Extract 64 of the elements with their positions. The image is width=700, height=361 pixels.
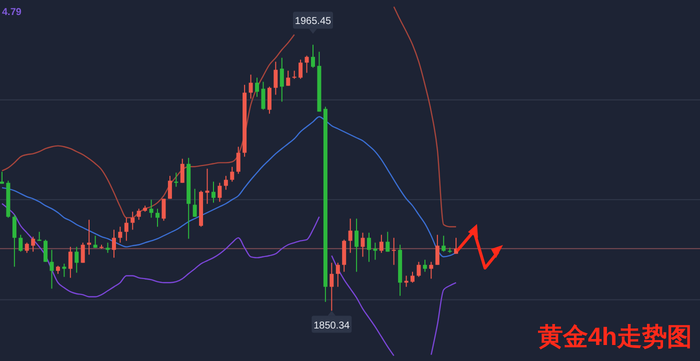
- candlestick: [360, 232, 365, 258]
- candlestick: [224, 175, 228, 190]
- candlestick: [267, 86, 272, 114]
- candlestick: [236, 146, 240, 174]
- candlestick: [12, 214, 16, 268]
- candlestick: [354, 218, 359, 272]
- candlestick: [274, 61, 278, 96]
- candlestick: [435, 234, 440, 266]
- candlestick: [112, 229, 116, 258]
- candlestick: [62, 263, 66, 278]
- candlestick: [429, 261, 434, 280]
- candlestick: [386, 231, 390, 252]
- candlestick: [124, 217, 128, 242]
- candlestick: [93, 235, 98, 248]
- candlestick: [336, 262, 340, 288]
- candlestick: [205, 168, 210, 204]
- candlestick: [130, 211, 135, 230]
- candlestick: [248, 74, 253, 100]
- candlestick: [255, 77, 260, 98]
- candlestick: [87, 219, 92, 256]
- candlestick: [286, 70, 290, 86]
- candlestick: [442, 235, 446, 252]
- candlestick: [106, 242, 110, 254]
- candlestick: [74, 246, 79, 274]
- annotation: 4.79: [2, 7, 22, 18]
- candlestick: [292, 70, 296, 80]
- candlestick: [373, 242, 378, 260]
- candlestick: [118, 226, 122, 244]
- candlestick: [31, 236, 36, 252]
- candlestick: [162, 198, 166, 222]
- candlestick: [379, 234, 384, 254]
- candlestick: [68, 246, 72, 278]
- candlestick: [330, 262, 334, 312]
- candlestick: [180, 158, 184, 184]
- candlestick: [80, 242, 85, 264]
- candlestick: [18, 234, 23, 252]
- candlestick: [37, 231, 42, 242]
- candlestick: [174, 172, 178, 188]
- candlestick: [348, 218, 352, 254]
- candlestick: [366, 232, 371, 262]
- candlestick: [230, 166, 234, 182]
- candlestick: [136, 208, 141, 220]
- candlestick: [24, 242, 29, 254]
- annotation: 1965.45: [294, 16, 332, 28]
- candlestick: [298, 59, 303, 80]
- candlestick: [149, 199, 154, 218]
- candlestick: [392, 237, 396, 266]
- candlestick: [192, 188, 197, 218]
- candlestick: [410, 271, 415, 284]
- candlestick: [168, 175, 172, 200]
- text: 黄金4h走势图: [536, 323, 692, 351]
- candlestick: [156, 208, 160, 228]
- candlestick: [422, 259, 427, 272]
- annotation: 1850.34: [314, 320, 350, 332]
- candlestick: [261, 81, 266, 110]
- candlestick: [44, 239, 48, 262]
- candlestick: [50, 249, 54, 290]
- candlestick: [304, 55, 309, 74]
- candlestick: [280, 57, 284, 102]
- candlestick: [218, 182, 222, 202]
- candlestick: [0, 171, 4, 184]
- candlestick: [311, 44, 315, 68]
- candlestick: [416, 261, 421, 278]
- candlestick: [211, 181, 216, 204]
